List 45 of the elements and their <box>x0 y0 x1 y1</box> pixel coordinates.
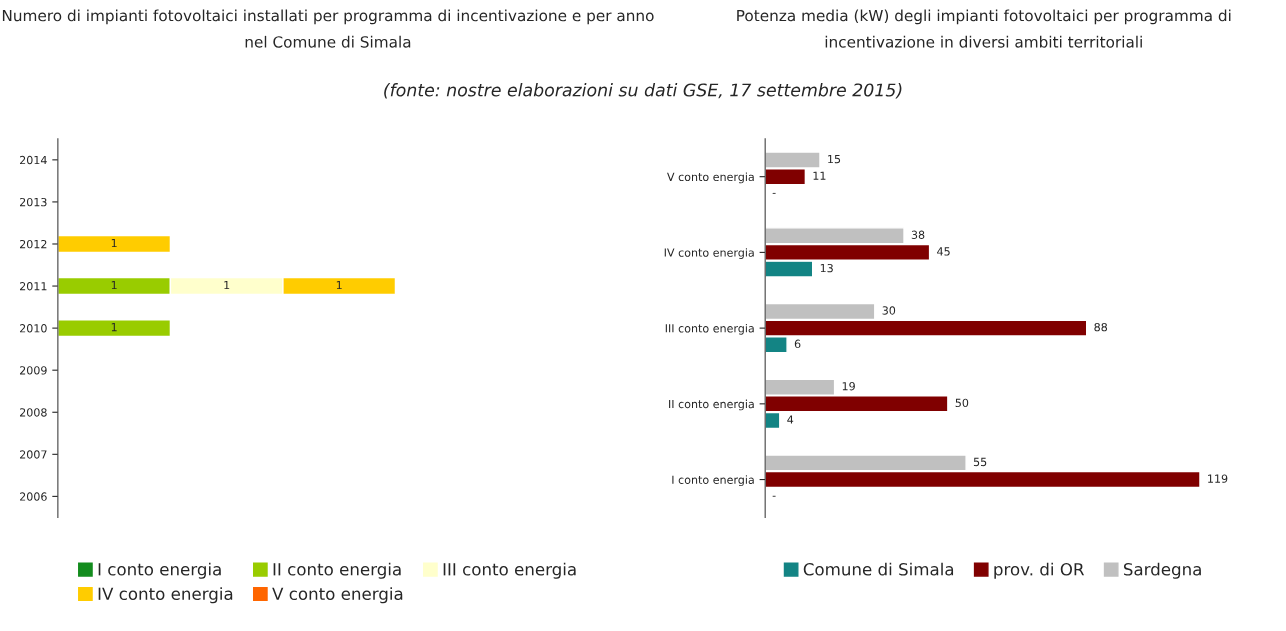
chart-title: Numero di impianti fotovoltaici installati per programma di incentivazione e per anno nel Comune di Simala <box>2 9 654 48</box>
data-label: 6 <box>794 339 801 348</box>
y-tick-label: III conto energia <box>665 323 754 335</box>
data-label: 15 <box>828 154 841 164</box>
chart-title: Potenza media (kW) degli impianti fotovoltaici per programma di incentivazione in diversi ambiti territoriali <box>737 9 1231 48</box>
y-tick-label: V conto energia <box>667 172 754 184</box>
data-label: 50 <box>955 398 969 408</box>
text: (fonte: nostre elaborazioni su dati GSE, 17 settembre 2015) <box>384 83 902 99</box>
data-label: 13 <box>820 263 833 273</box>
data-label: 19 <box>842 382 855 391</box>
y-tick-label: 2007 <box>19 450 47 459</box>
legend-label: Sardegna <box>1123 562 1201 579</box>
y-tick-label: II conto energia <box>669 399 754 411</box>
data-label: 55 <box>973 457 987 467</box>
text: - <box>772 495 776 497</box>
legend-label: IV conto energia <box>98 587 233 604</box>
legend-label: I conto energia <box>98 562 221 579</box>
y-tick-label: I conto energia <box>672 475 754 487</box>
data-label: 1 <box>111 281 117 290</box>
data-label: 30 <box>882 306 896 315</box>
data-label: 1 <box>111 323 117 332</box>
data-label: 1 <box>224 281 230 290</box>
y-tick-label: 2009 <box>19 366 47 375</box>
y-tick-label: IV conto energia <box>664 248 754 259</box>
y-tick-label: 2012 <box>19 239 47 249</box>
y-tick-label: 2013 <box>19 197 47 207</box>
data-label: 45 <box>937 247 950 256</box>
data-label: 38 <box>911 230 925 239</box>
y-tick-label: 2008 <box>19 408 47 417</box>
legend-label: prov. di OR <box>994 562 1085 579</box>
data-label: 11 <box>813 171 826 180</box>
data-label: 88 <box>1094 322 1108 332</box>
data-label: 1 <box>336 281 342 290</box>
y-tick-label: 2006 <box>19 492 47 501</box>
y-tick-label: 2010 <box>19 324 47 333</box>
y-tick-label: 2011 <box>19 282 47 291</box>
text: - <box>772 192 776 194</box>
legend-label: Comune di Simala <box>803 562 954 576</box>
legend-label: V conto energia <box>272 587 403 604</box>
data-label: 119 <box>1208 474 1228 483</box>
data-label: 4 <box>787 415 794 424</box>
data-label: 1 <box>111 238 117 248</box>
legend-label: III conto energia <box>443 562 576 579</box>
y-tick-label: 2014 <box>19 155 47 165</box>
legend-label: II conto energia <box>273 562 401 579</box>
